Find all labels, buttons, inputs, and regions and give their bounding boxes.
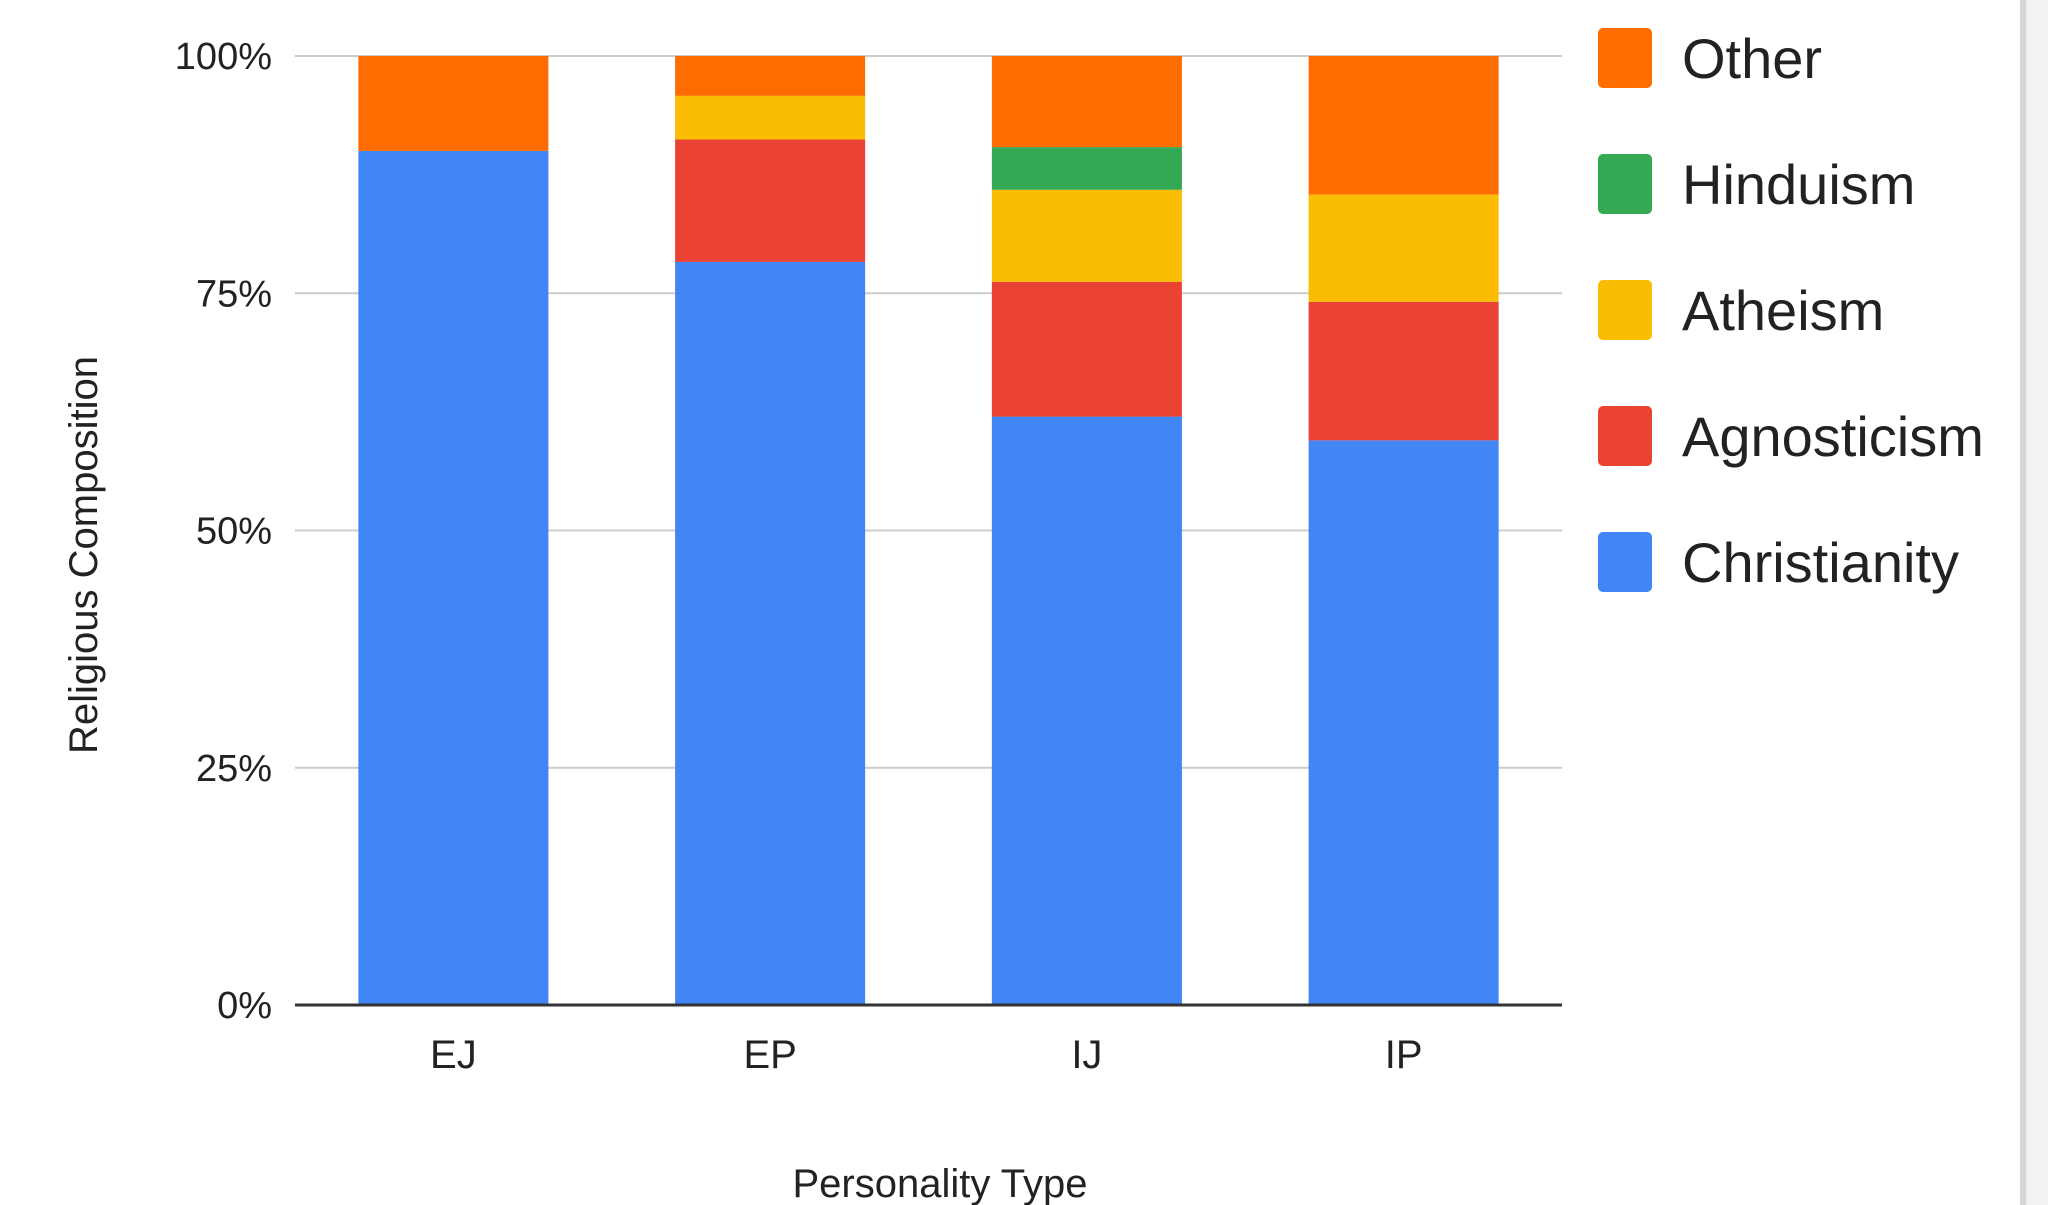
- legend-item-atheism: Atheism: [1598, 279, 1884, 342]
- legend-swatch: [1598, 154, 1652, 214]
- legend-swatch: [1598, 28, 1652, 88]
- x-tick-label: IP: [1385, 1033, 1423, 1077]
- x-tick-label: IJ: [1071, 1033, 1102, 1077]
- bar-ij-other: [991, 56, 1182, 148]
- bar-ej-other: [358, 56, 549, 151]
- y-tick-labels: 0% 25% 50% 75% 100%: [175, 36, 272, 1027]
- legend-swatch: [1598, 280, 1652, 340]
- x-axis-title: Personality Type: [793, 1162, 1088, 1205]
- y-tick-label: 25%: [196, 748, 272, 790]
- legend-item-hinduism: Hinduism: [1598, 153, 1915, 216]
- bar-ep-christianity: [675, 261, 866, 1006]
- bar-ep-agnosticism: [675, 139, 866, 262]
- x-tick-labels: EJ EP IJ IP: [430, 1033, 1422, 1077]
- y-tick-label: 100%: [175, 36, 272, 78]
- bar-ej-christianity: [358, 150, 549, 1005]
- legend-label: Christianity: [1682, 531, 1959, 594]
- y-tick-label: 0%: [217, 985, 272, 1027]
- bar-ij-agnosticism: [991, 281, 1182, 417]
- legend-label: Agnosticism: [1682, 405, 1984, 468]
- legend-label: Atheism: [1682, 279, 1884, 342]
- bar-ij-hinduism: [991, 147, 1182, 190]
- bars: [358, 56, 1499, 1006]
- y-tick-label: 75%: [196, 273, 272, 315]
- bar-stack-ep: [675, 56, 866, 1006]
- x-tick-label: EP: [743, 1033, 796, 1077]
- bar-stack-ip: [1308, 56, 1499, 1006]
- bar-stack-ej: [358, 56, 549, 1005]
- legend-item-christianity: Christianity: [1598, 531, 1959, 594]
- bar-ij-atheism: [991, 189, 1182, 282]
- bar-ip-agnosticism: [1308, 301, 1499, 441]
- legend-label: Other: [1682, 27, 1822, 90]
- bar-ep-atheism: [675, 95, 866, 140]
- bar-ij-christianity: [991, 416, 1182, 1005]
- x-tick-label: EJ: [430, 1033, 477, 1077]
- legend-swatch: [1598, 406, 1652, 466]
- bar-ep-other: [675, 56, 866, 96]
- legend-item-other: Other: [1598, 27, 1822, 90]
- legend: Other Hinduism Atheism Agnosticism Christian…: [1598, 27, 1984, 594]
- legend-label: Hinduism: [1682, 153, 1915, 216]
- bar-stack-ij: [991, 56, 1182, 1005]
- bar-ip-atheism: [1308, 194, 1499, 302]
- bar-ip-christianity: [1308, 440, 1499, 1006]
- legend-item-agnosticism: Agnosticism: [1598, 405, 1984, 468]
- bar-ip-other: [1308, 56, 1499, 195]
- y-tick-label: 50%: [196, 511, 272, 553]
- legend-swatch: [1598, 532, 1652, 592]
- right-window-edge: [2020, 0, 2048, 1205]
- y-axis-title: Religious Composition: [62, 356, 106, 754]
